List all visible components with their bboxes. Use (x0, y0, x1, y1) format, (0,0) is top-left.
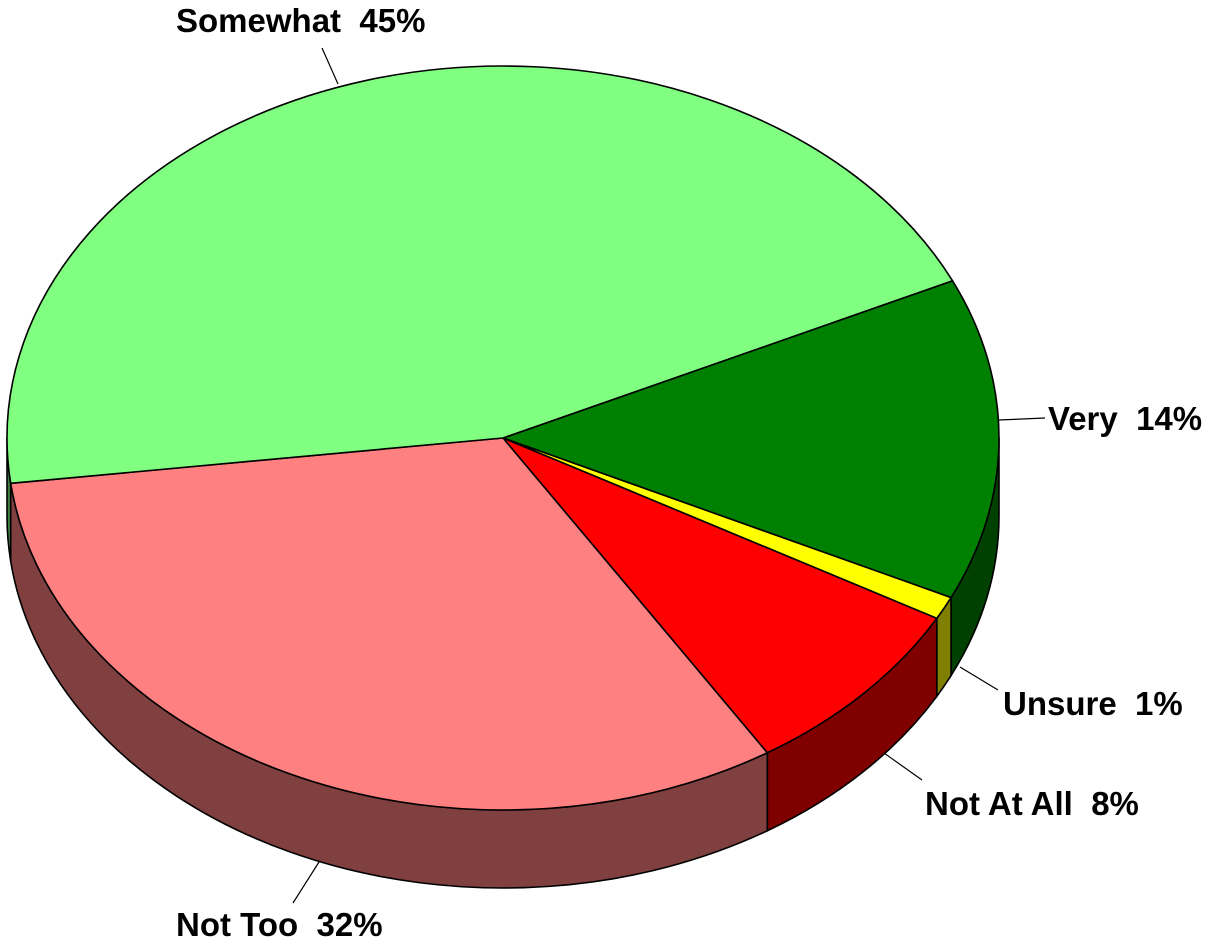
leader-line-very (998, 417, 1046, 421)
pie-leader-lines (292, 47, 1046, 904)
leader-line-not-at-all (883, 752, 923, 781)
data-label-somewhat: Somewhat 45% (176, 2, 425, 39)
data-label-not-too: Not Too 32% (176, 906, 383, 943)
leader-line-somewhat (321, 47, 339, 85)
pie-slice-somewhat (6, 65, 954, 485)
leader-line-not-too (292, 861, 320, 904)
data-label-very: Very 14% (1048, 400, 1202, 437)
pie-top (6, 65, 1000, 811)
pie-slice-not-too (9, 437, 769, 811)
leader-line-unsure (959, 666, 999, 691)
pie-slice-very (500, 279, 1000, 599)
pie-slice-not-at-all (502, 437, 939, 754)
data-label-not-at-all: Not At All 8% (925, 785, 1139, 822)
pie-labels: Very 14% Unsure 1% Not At All 8% Not Too 32… (176, 2, 1202, 943)
data-label-unsure: Unsure 1% (1003, 685, 1183, 722)
